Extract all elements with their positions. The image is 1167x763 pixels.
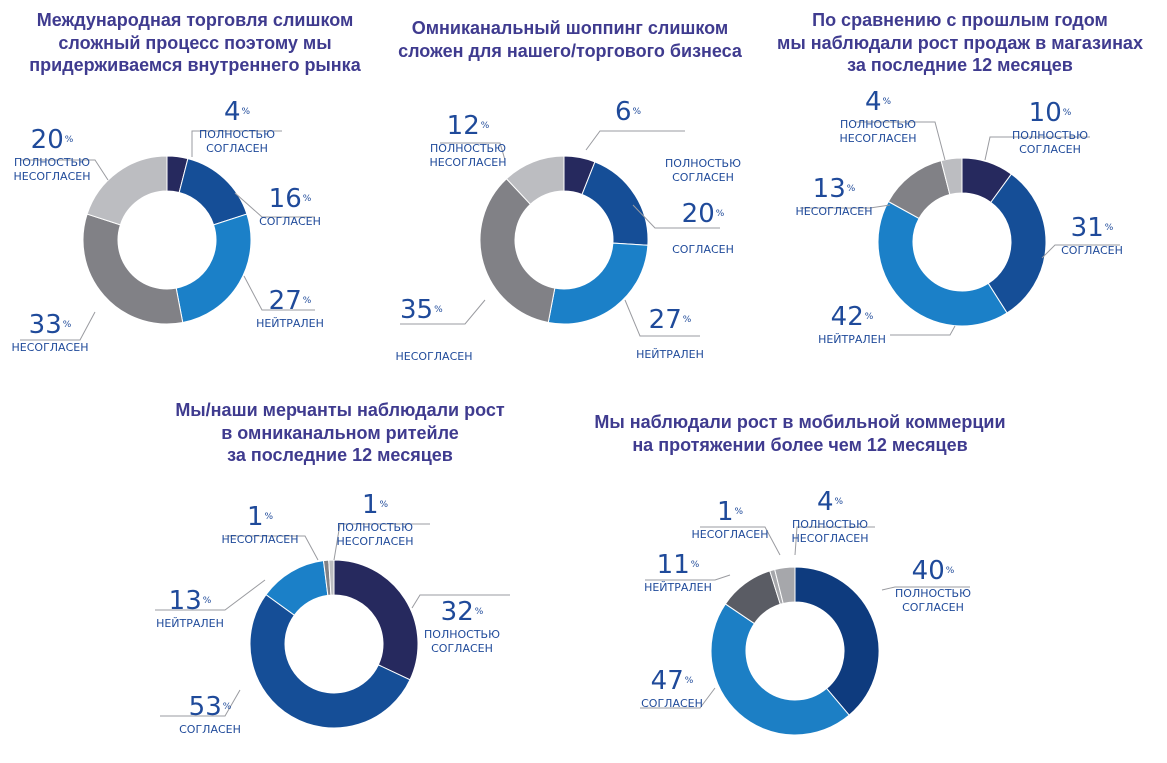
- leader-line: [984, 136, 1090, 161]
- donut-slice: [82, 213, 184, 325]
- leader-line: [20, 159, 109, 181]
- donut-slice: [877, 200, 1008, 327]
- donut-slice: [86, 155, 168, 226]
- slice-label: 20% СОГЛАСЕН: [672, 199, 734, 256]
- chart-omnichannel-growth: Мы/наши мерчанты наблюдали рост в омника…: [130, 390, 550, 763]
- donut-slice: [333, 559, 419, 681]
- leader-line: [855, 121, 946, 161]
- donut-slice: [249, 593, 411, 729]
- leader-line: [440, 142, 506, 161]
- leader-line: [155, 579, 266, 611]
- leader-line: [640, 687, 716, 709]
- slice-label: 16% СОГЛАСЕН: [259, 184, 321, 228]
- slice-label: 6%: [614, 97, 642, 127]
- leader-line: [225, 535, 319, 561]
- slice-label: 53% СОГЛАСЕН: [179, 692, 241, 736]
- donut-chart: [640, 526, 970, 736]
- leader-line: [890, 325, 956, 336]
- donut-slice: [178, 158, 248, 226]
- slice-label: 4% ПОЛНОСТЬЮ НЕСОГЛАСЕН: [839, 87, 917, 145]
- donut-slice: [794, 566, 880, 716]
- slice-label: 1% НЕСОГЛАСЕН: [691, 497, 769, 541]
- leader-line: [645, 574, 731, 581]
- leader-line: [585, 130, 685, 151]
- leader-line: [20, 311, 96, 341]
- chart-title: По сравнению с прошлым годом мы наблюдал…: [777, 10, 1143, 75]
- donut-slice: [987, 173, 1047, 314]
- chart-title: Омниканальный шоппинг слишком сложен для…: [398, 18, 742, 61]
- slice-label: 27% НЕЙТРАЛЕН: [636, 305, 704, 361]
- chart-title: Мы/наши мерчанты наблюдали рост в омника…: [175, 400, 505, 465]
- donut-slice: [940, 157, 963, 196]
- slice-label: 1% ПОЛНОСТЬЮ НЕСОГЛАСЕН: [336, 490, 414, 548]
- donut-chart: [20, 130, 315, 341]
- donut-chart: [155, 523, 510, 729]
- leader-line: [1041, 244, 1120, 259]
- leader-line: [191, 130, 282, 157]
- chart-title: Мы наблюдали рост в мобильной коммерции …: [594, 412, 1006, 455]
- slice-label: 13% НЕСОГЛАСЕН: [795, 174, 873, 218]
- donut-chart: [400, 130, 720, 337]
- slice-label: 33% НЕСОГЛАСЕН: [11, 310, 89, 354]
- leader-line: [234, 192, 315, 218]
- slice-label: 27% НЕЙТРАЛЕН: [256, 286, 324, 330]
- donut-slice: [175, 213, 252, 324]
- leader-line: [400, 299, 486, 325]
- slice-label: 4% ПОЛНОСТЬЮ СОГЛАСЕН: [199, 97, 275, 155]
- donut-slice: [581, 161, 649, 246]
- chart-store-sales-growth: По сравнению с прошлым годом мы наблюдал…: [777, 0, 1167, 380]
- donut-slice: [710, 603, 850, 736]
- slice-label: 32% ПОЛНОСТЬЮ СОГЛАСЕН: [424, 597, 500, 655]
- slice-label: 11% НЕЙТРАЛЕН: [644, 550, 712, 594]
- slice-label: 4% ПОЛНОСТЬЮ НЕСОГЛАСЕН: [791, 487, 869, 545]
- slice-label: 47% СОГЛАСЕН: [641, 666, 703, 710]
- donut-slice: [505, 155, 565, 205]
- slice-label: 35%: [400, 295, 443, 325]
- slice-label: 13% НЕЙТРАЛЕН: [156, 586, 224, 630]
- slice-label: 12% ПОЛНОСТЬЮ НЕСОГЛАСЕН: [429, 111, 507, 169]
- donut-slice: [328, 559, 335, 596]
- leader-line: [160, 689, 241, 717]
- leader-line: [700, 526, 781, 556]
- leader-line: [632, 204, 720, 229]
- leader-line: [800, 204, 891, 209]
- chart-title: Международная торговля слишком сложный п…: [29, 10, 361, 75]
- leader-line: [333, 523, 430, 561]
- slice-label: 42% НЕЙТРАЛЕН: [818, 302, 886, 346]
- leader-line: [881, 586, 970, 591]
- slice-label: ПОЛНОСТЬЮ СОГЛАСЕН: [665, 157, 741, 184]
- leader-line: [794, 526, 875, 556]
- slice-label: 20% ПОЛНОСТЬЮ НЕСОГЛАСЕН: [13, 125, 91, 183]
- chart-mobile-commerce: Мы наблюдали рост в мобильной коммерции …: [594, 390, 1167, 763]
- slice-label: НЕСОГЛАСЕН: [395, 350, 473, 363]
- donut-chart: [800, 121, 1120, 336]
- slice-label: 40% ПОЛНОСТЬЮ СОГЛАСЕН: [895, 556, 971, 614]
- donut-slice: [479, 178, 556, 324]
- donut-slice: [774, 566, 796, 605]
- slice-label: 1% НЕСОГЛАСЕН: [221, 502, 299, 546]
- leader-line: [624, 299, 700, 337]
- slice-label: 31% СОГЛАСЕН: [1061, 213, 1123, 257]
- slice-label: 10% ПОЛНОСТЬЮ СОГЛАСЕН: [1012, 98, 1088, 156]
- chart-international-trade: Международная торговля слишком сложный п…: [0, 0, 390, 380]
- leader-line: [411, 594, 510, 609]
- leader-line: [243, 275, 315, 311]
- chart-omnichannel-complex: Омниканальный шоппинг слишком сложен для…: [390, 0, 780, 380]
